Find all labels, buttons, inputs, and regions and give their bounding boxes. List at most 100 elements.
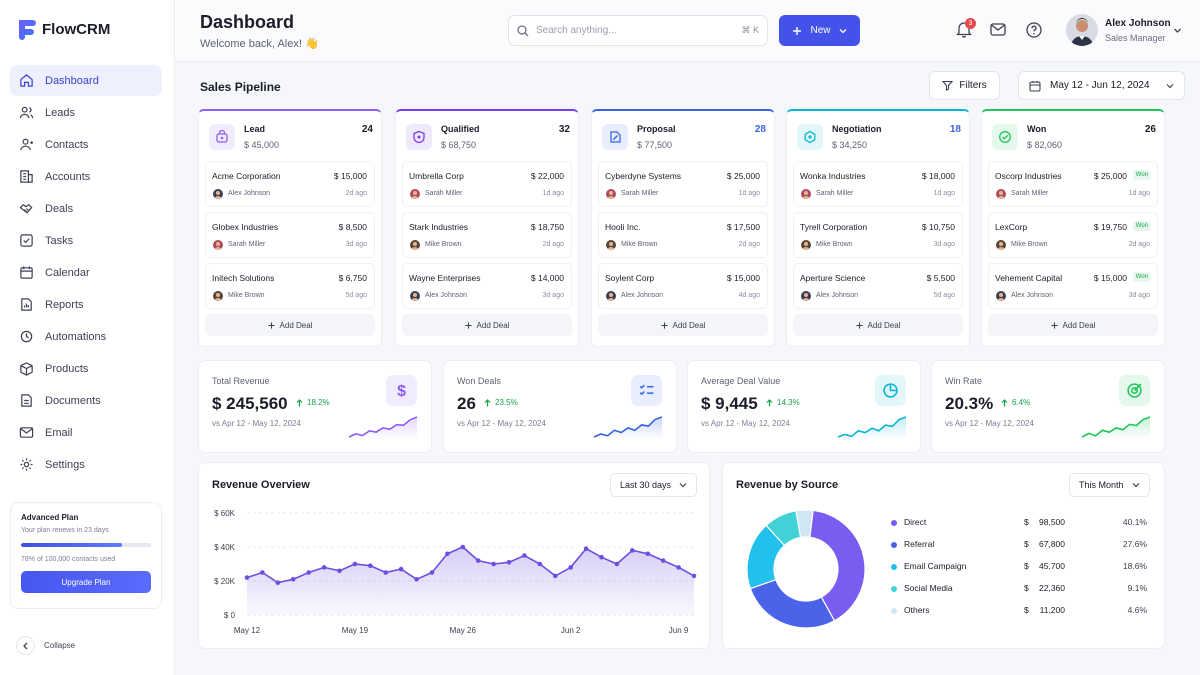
revenue-point[interactable] [244, 575, 250, 580]
deal-card[interactable]: Tyrell Corporation $ 10,750 Mike Brown 3d a… [793, 212, 963, 258]
revenue-point[interactable] [337, 568, 342, 574]
sidebar-item-label: Automations [45, 330, 107, 343]
owner-avatar [801, 291, 811, 301]
sidebar-item-products[interactable]: Products [10, 353, 162, 384]
source-range-select[interactable]: This Month [1069, 473, 1150, 497]
sidebar-item-accounts[interactable]: Accounts [10, 161, 162, 192]
revenue-range-select[interactable]: Last 30 days [610, 473, 698, 497]
revenue-point[interactable] [290, 577, 296, 582]
notification-badge: 3 [965, 18, 976, 29]
sidebar-item-deals[interactable]: Deals [10, 193, 162, 224]
revenue-point[interactable] [414, 577, 419, 582]
revenue-point[interactable] [660, 558, 666, 563]
deal-company: Initech Solutions [212, 273, 275, 283]
deal-card[interactable]: LexCorp $ 19,750 Won Mike Brown 2d ago [988, 212, 1158, 258]
add-deal-button[interactable]: Add Deal [988, 314, 1158, 336]
kpi-period: vs Apr 12 - May 12, 2024 [701, 419, 790, 428]
stage-name: Lead [244, 124, 266, 134]
kpi-delta-value: 14.3% [777, 398, 800, 407]
deal-owner: Alex Johnson [816, 292, 859, 299]
deal-card[interactable]: Soylent Corp $ 15,000 Alex Johnson 4d ago [598, 263, 768, 309]
deal-card[interactable]: Stark Industries $ 18,750 Mike Brown 2d ago [402, 212, 572, 258]
help-icon[interactable] [1026, 22, 1042, 38]
revenue-point[interactable] [537, 561, 543, 567]
revenue-point[interactable] [275, 580, 281, 585]
revenue-point[interactable] [321, 565, 327, 570]
deal-card[interactable]: Aperture Science $ 5,500 Alex Johnson 5d ag… [793, 263, 963, 309]
revenue-point[interactable] [506, 560, 512, 565]
sidebar-item-calendar[interactable]: Calendar [10, 257, 162, 288]
donut-slice-referral[interactable] [749, 578, 836, 629]
sidebar-item-documents[interactable]: Documents [10, 385, 162, 416]
deal-company: Wonka Industries [800, 171, 866, 181]
source-row-others: Others $11,200 4.6% [891, 605, 1147, 619]
revenue-point[interactable] [352, 561, 358, 567]
stage-count: 24 [361, 124, 373, 135]
search-box[interactable]: ⌘ K [508, 15, 768, 46]
deal-card[interactable]: Umbrella Corp $ 22,000 Sarah Miller 1d ago [402, 161, 572, 207]
sidebar-item-automations[interactable]: Automations [10, 321, 162, 352]
mail-icon[interactable] [990, 23, 1006, 36]
revenue-point[interactable] [553, 573, 558, 579]
kpi-value: $ 245,560 [212, 394, 288, 413]
search-input[interactable] [536, 25, 742, 36]
filters-button[interactable]: Filters [929, 71, 1000, 100]
source-name: Referral [904, 539, 935, 549]
donut-slice-direct[interactable] [809, 509, 866, 622]
revenue-point[interactable] [306, 570, 311, 575]
deal-card[interactable]: Wayne Enterprises $ 14,000 Alex Johnson 3d … [402, 263, 572, 309]
revenue-point[interactable] [368, 563, 373, 568]
sidebar-item-settings[interactable]: Settings [10, 449, 162, 480]
revenue-point[interactable] [260, 570, 265, 575]
deal-card[interactable]: Acme Corporation $ 15,000 Alex Johnson 2d a… [205, 161, 375, 207]
revenue-point[interactable] [398, 566, 404, 572]
new-button[interactable]: New [779, 15, 860, 46]
revenue-point[interactable] [491, 561, 496, 567]
revenue-point[interactable] [475, 558, 481, 563]
revenue-point[interactable] [691, 573, 697, 579]
sidebar-item-label: Leads [45, 106, 75, 119]
deal-card[interactable]: Cyberdyne Systems $ 25,000 Sarah Miller 1d … [598, 161, 768, 207]
revenue-point[interactable] [599, 554, 604, 560]
add-deal-button[interactable]: Add Deal [205, 314, 375, 336]
revenue-point[interactable] [429, 570, 435, 575]
revenue-point[interactable] [445, 551, 450, 557]
deal-value: $ 19,750 [1093, 222, 1127, 232]
revenue-point[interactable] [614, 561, 620, 567]
sidebar-item-email[interactable]: Email [10, 417, 162, 448]
revenue-point[interactable] [460, 544, 466, 550]
briefcase-icon [209, 124, 235, 150]
sidebar-item-leads[interactable]: Leads [10, 97, 162, 128]
revenue-point[interactable] [568, 565, 573, 570]
source-name: Social Media [904, 583, 953, 593]
user-menu-chevron-icon[interactable] [1173, 26, 1182, 35]
page-title: Dashboard [200, 12, 295, 32]
donut-slice-others[interactable] [795, 509, 814, 539]
deal-card[interactable]: Vehement Capital $ 15,000 Won Alex Johnson 3… [988, 263, 1158, 309]
deal-value: $ 25,000 [726, 171, 760, 181]
brand-logo[interactable]: FlowCRM [16, 18, 110, 40]
collapse-sidebar-button[interactable]: Collapse [16, 636, 75, 655]
source-range-label: This Month [1079, 480, 1124, 490]
deal-card[interactable]: Hooli Inc. $ 17,500 Mike Brown 2d ago [598, 212, 768, 258]
deal-card[interactable]: Globex Industries $ 8,500 Sarah Miller 3d a… [205, 212, 375, 258]
sidebar-item-contacts[interactable]: Contacts [10, 129, 162, 160]
upgrade-plan-button[interactable]: Upgrade Plan [21, 571, 151, 593]
revenue-point[interactable] [630, 548, 635, 553]
user-avatar[interactable] [1066, 14, 1098, 46]
deal-card[interactable]: Wonka Industries $ 18,000 Sarah Miller 1d a… [793, 161, 963, 207]
deal-card[interactable]: Initech Solutions $ 6,750 Mike Brown 5d ago [205, 263, 375, 309]
add-deal-button[interactable]: Add Deal [598, 314, 768, 336]
revenue-point[interactable] [645, 551, 651, 557]
deal-card[interactable]: Oscorp Industries $ 25,000 Won Sarah Miller… [988, 161, 1158, 207]
add-deal-button[interactable]: Add Deal [793, 314, 963, 336]
revenue-point[interactable] [522, 553, 527, 558]
add-deal-button[interactable]: Add Deal [402, 314, 572, 336]
sidebar-item-dashboard[interactable]: Dashboard [10, 65, 162, 96]
sidebar-item-reports[interactable]: Reports [10, 289, 162, 320]
revenue-point[interactable] [676, 565, 681, 570]
sidebar-item-tasks[interactable]: Tasks [10, 225, 162, 256]
date-range-picker[interactable]: May 12 - Jun 12, 2024 [1018, 71, 1185, 100]
revenue-point[interactable] [383, 570, 388, 575]
revenue-point[interactable] [583, 546, 589, 551]
